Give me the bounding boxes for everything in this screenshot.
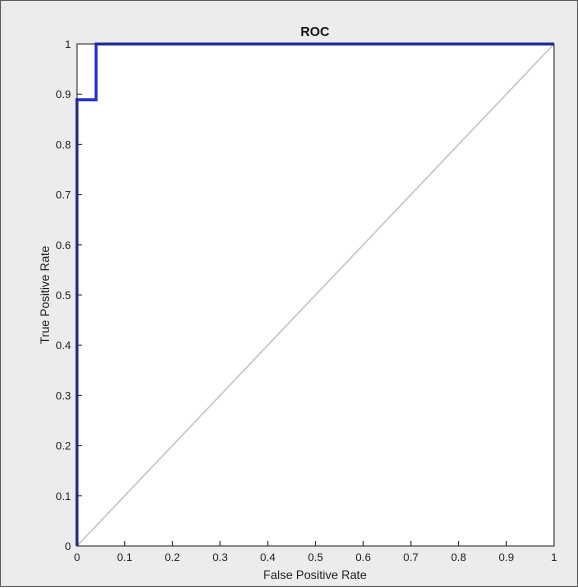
x-tick-label: 1 (551, 552, 557, 564)
x-tick-label: 0.8 (451, 552, 466, 564)
y-tick-label: 0.6 (56, 240, 71, 252)
x-tick-label: 0.6 (356, 552, 371, 564)
y-tick-label: 0.4 (56, 340, 71, 352)
y-tick-layer: 0 0.1 0.2 0.3 0.4 0.5 0.6 0.7 0.8 0.9 1 (56, 39, 82, 553)
x-tick-label: 0.3 (212, 552, 227, 564)
x-tick-label: 0.1 (117, 552, 132, 564)
y-tick-label: 0.3 (56, 390, 71, 402)
diagonal-reference-line (76, 43, 555, 547)
y-tick-label: 0.5 (56, 290, 71, 302)
y-tick-label: 0.8 (56, 139, 71, 151)
y-tick-label: 0.9 (56, 89, 71, 101)
y-tick-label: 1 (65, 39, 71, 51)
x-tick-label: 0.9 (499, 552, 514, 564)
x-axis-label: False Positive Rate (263, 568, 367, 582)
y-tick-label: 0.2 (56, 441, 71, 453)
x-tick-label: 0 (74, 552, 80, 564)
y-tick-label: 0.7 (56, 190, 71, 202)
chart-title: ROC (301, 24, 331, 39)
x-tick-label: 0.4 (260, 552, 275, 564)
y-axis-label: True Positive Rate (38, 246, 52, 345)
x-tick-label: 0.7 (403, 552, 418, 564)
x-tick-layer: 0 0.1 0.2 0.3 0.4 0.5 0.6 0.7 0.8 0.9 1 (74, 541, 557, 564)
y-tick-label: 0.1 (56, 491, 71, 503)
x-tick-label: 0.2 (165, 552, 180, 564)
x-tick-label: 0.5 (308, 552, 323, 564)
y-tick-label: 0 (65, 541, 71, 553)
